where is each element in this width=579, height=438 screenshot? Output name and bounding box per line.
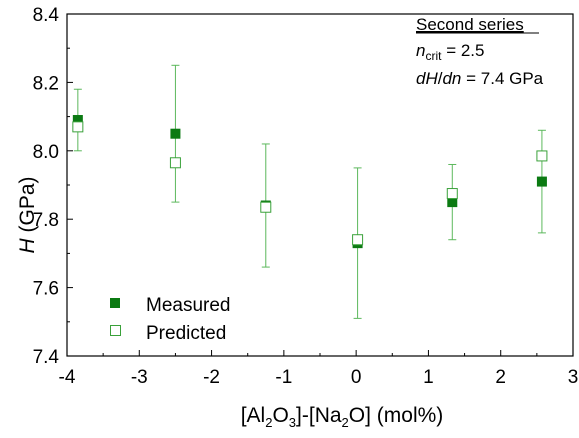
axis-ticks	[66, 13, 574, 357]
predicted-point	[352, 234, 364, 246]
y-tick-label: 8.2	[33, 73, 59, 94]
annotation-ncrit: ncrit = 2.5	[416, 41, 484, 63]
predicted-point	[169, 157, 181, 169]
y-axis-var: H	[16, 238, 39, 254]
measured-point	[170, 128, 181, 139]
legend-predicted-marker	[110, 325, 121, 336]
x-tick-labels: -4 -3 -2 -1 0 1 2 3	[59, 367, 579, 388]
error-bars	[73, 64, 546, 319]
y-tick-label: 7.6	[33, 279, 59, 300]
legend-predicted-label: Predicted	[146, 323, 226, 344]
x-tick-label: -4	[59, 367, 76, 388]
x-tick-label: -1	[275, 367, 292, 388]
measured-point	[447, 197, 458, 208]
predicted-point	[72, 121, 84, 133]
x-tick-label: 2	[495, 367, 506, 388]
y-tick-label: 8.4	[33, 5, 60, 26]
x-tick-label: -3	[131, 367, 148, 388]
plot-frame	[66, 13, 574, 357]
x-axis-title: [Al2O3]-[Na2O] (mol%)	[241, 404, 444, 430]
y-tick-labels: 7.4 7.6 7.8 8.0 8.2 8.4	[33, 5, 60, 368]
predicted-point	[260, 201, 272, 213]
legend-measured-label: Measured	[146, 295, 231, 316]
x-tick-label: 3	[568, 367, 579, 388]
measured-point	[72, 115, 83, 126]
legend: Measured Predicted	[110, 295, 231, 344]
annotation-title: Second series	[416, 15, 524, 34]
legend-measured-marker	[110, 298, 120, 308]
y-axis-unit: (GPa)	[16, 176, 39, 238]
predicted-point	[536, 150, 548, 162]
predicted-point	[446, 188, 458, 200]
y-tick-label: 7.4	[33, 347, 60, 368]
y-tick-label: 8.0	[33, 142, 59, 163]
y-tick-label: 7.8	[33, 210, 59, 231]
annotation-slope: dH/dn = 7.4 GPa	[416, 69, 544, 88]
x-tick-label: 0	[351, 367, 362, 388]
measured-point	[536, 176, 547, 187]
series-annotation: Second series ncrit = 2.5 dH/dn = 7.4 GP…	[416, 15, 544, 88]
x-tick-label: -2	[203, 367, 220, 388]
data-markers	[72, 115, 548, 249]
x-tick-label: 1	[423, 367, 434, 388]
y-axis-title: H (GPa)	[16, 176, 39, 253]
